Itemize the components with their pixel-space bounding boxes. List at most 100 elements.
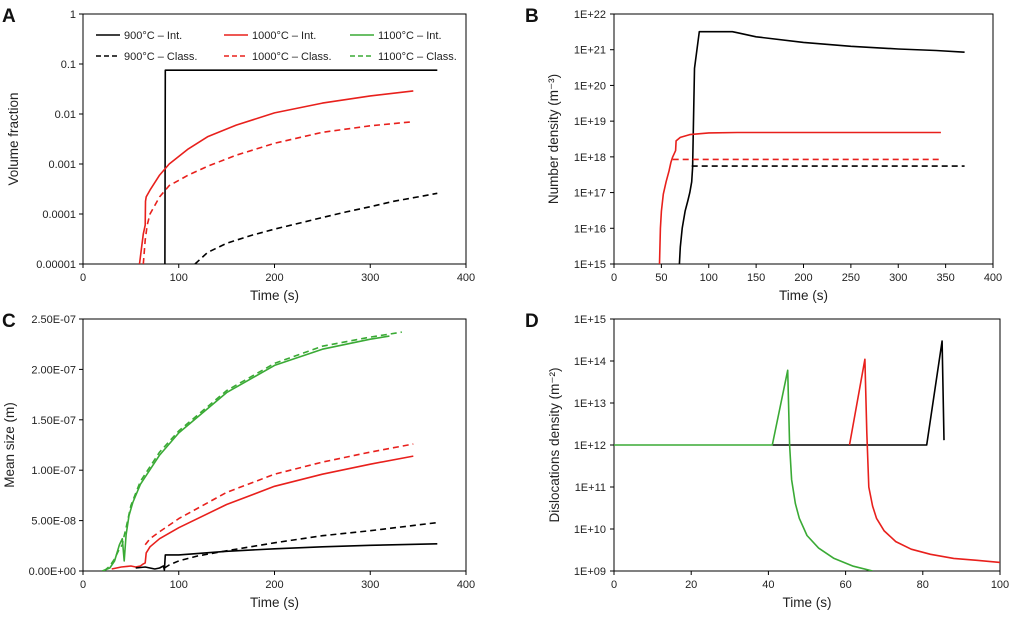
series-line-900-c-int	[135, 543, 438, 571]
x-axis-label: Time (s)	[250, 288, 299, 303]
y-tick-label: 1E+21	[574, 45, 606, 57]
y-tick-label: 1E+13	[574, 398, 606, 410]
y-tick-label: 5.00E-08	[31, 516, 76, 528]
x-tick-label: 200	[265, 272, 283, 284]
y-tick-label: 1E+16	[574, 223, 606, 235]
plot-frame	[613, 13, 994, 265]
x-tick-label: 0	[611, 272, 617, 284]
y-tick-label: 1E+19	[574, 116, 606, 128]
legend-entry: 900°C – Int.	[96, 30, 182, 42]
legend-label: 1100°C – Class.	[378, 51, 457, 63]
x-tick-label: 300	[361, 272, 379, 284]
x-tick-label: 100	[170, 579, 188, 591]
series-line-900-c-int	[678, 30, 965, 264]
legend-label: 900°C – Class.	[124, 51, 198, 63]
legend-entry: 1100°C – Int.	[350, 30, 442, 42]
x-tick-label: 350	[936, 272, 954, 284]
x-tick-label: 400	[984, 272, 1002, 284]
y-tick-label: 0.00001	[36, 259, 76, 271]
y-tick-label: 1.00E-07	[31, 465, 76, 477]
chart-number-density: 0 50 100 150 200 250 300 350 400 1E+15 1E+16 1E+17 1…	[546, 9, 1002, 303]
series-line-1000-c-class	[144, 443, 414, 546]
chart-dislocation-density: 0 20 40 60 80 100 1E+09 1E+10 1E+11 1E+12 1E+13 1E+…	[547, 314, 1009, 610]
y-tick-label: 1E+12	[574, 440, 606, 452]
panel-label-c: C	[2, 311, 16, 332]
y-axis-label: Mean size (m)	[2, 402, 17, 488]
legend-entry: 1000°C – Class.	[224, 51, 332, 63]
y-tick-label: 1E+22	[574, 9, 606, 21]
y-axis-label: Dislocations density (m⁻²)	[547, 368, 562, 523]
legend: 900°C – Int. 1000°C – Int. 1100°C – Int. 90…	[96, 30, 457, 63]
y-tick-label: 2.00E-07	[31, 364, 76, 376]
y-axis-label: Number density (m⁻³)	[546, 74, 561, 204]
y-tick-label: 1E+18	[574, 152, 606, 164]
x-axis-label: Time (s)	[783, 595, 832, 610]
series-line-900-c-class	[194, 192, 438, 264]
chart-volume-fraction: 0 100 200 300 400 0.00001 0.0001 0.001 0.01 0.1 1 T…	[6, 9, 475, 303]
x-tick-label: 400	[457, 579, 475, 591]
x-tick-label: 100	[991, 579, 1009, 591]
series-group	[101, 331, 438, 571]
series-line-1100-c-class	[103, 331, 402, 571]
series-line-1000-c-int	[111, 455, 414, 570]
x-tick-label: 0	[611, 579, 617, 591]
y-tick-label: 0.1	[61, 59, 76, 71]
series-group	[138, 69, 438, 264]
x-tick-label: 250	[842, 272, 860, 284]
x-tick-label: 80	[917, 579, 929, 591]
y-tick-label: 0.01	[55, 109, 76, 121]
y-tick-label: 1	[70, 9, 76, 21]
y-tick-label: 1.50E-07	[31, 415, 76, 427]
legend-label: 1100°C – Int.	[378, 30, 442, 42]
x-tick-label: 40	[762, 579, 774, 591]
series-group	[614, 340, 1000, 571]
y-tick-label: 1E+17	[574, 188, 606, 200]
series-group	[658, 30, 965, 264]
x-tick-label: 400	[457, 272, 475, 284]
y-tick-label: 1E+15	[574, 259, 606, 271]
x-tick-label: 100	[700, 272, 718, 284]
series-line-900-c-int	[164, 69, 438, 264]
x-axis-label: Time (s)	[250, 595, 299, 610]
legend-label: 900°C – Int.	[124, 30, 182, 42]
y-tick-label: 1E+11	[575, 482, 606, 494]
y-tick-label: 1E+20	[574, 80, 606, 92]
series-line-1100-c-int	[614, 369, 873, 571]
legend-entry: 1100°C – Class.	[350, 51, 457, 63]
chart-mean-size: 0 100 200 300 400 0.00E+00 5.00E-08 1.00E-07 1.5…	[2, 314, 475, 610]
legend-entry: 1000°C – Int.	[224, 30, 316, 42]
y-tick-label: 1E+09	[574, 566, 606, 578]
legend-entry: 900°C – Class.	[96, 51, 198, 63]
x-tick-label: 200	[794, 272, 812, 284]
y-axis-label: Volume fraction	[6, 92, 21, 185]
legend-label: 1000°C – Int.	[252, 30, 316, 42]
y-tick-label: 1E+10	[574, 524, 606, 536]
y-tick-label: 0.001	[48, 159, 76, 171]
series-line-1100-c-int	[101, 335, 390, 571]
x-tick-label: 20	[685, 579, 697, 591]
panel-label-a: A	[2, 6, 16, 27]
series-line-1000-c-int	[138, 90, 414, 264]
panel-label-b: B	[525, 6, 539, 27]
x-tick-label: 60	[839, 579, 851, 591]
x-tick-label: 0	[80, 579, 86, 591]
panel-label-d: D	[525, 311, 539, 332]
x-tick-label: 200	[265, 579, 283, 591]
series-line-1000-c-int	[658, 131, 941, 264]
x-tick-label: 100	[170, 272, 188, 284]
y-tick-label: 1E+15	[574, 314, 606, 326]
legend-label: 1000°C – Class.	[252, 51, 332, 63]
x-tick-label: 50	[655, 272, 667, 284]
y-tick-label: 2.50E-07	[31, 314, 76, 326]
y-tick-label: 0.00E+00	[29, 566, 76, 578]
x-tick-label: 150	[747, 272, 765, 284]
x-tick-label: 300	[361, 579, 379, 591]
series-line-1000-c-class	[142, 120, 414, 264]
x-axis-label: Time (s)	[779, 288, 828, 303]
series-line-1000-c-int	[848, 358, 1000, 564]
y-tick-label: 1E+14	[574, 356, 606, 368]
x-tick-label: 0	[80, 272, 86, 284]
x-tick-label: 300	[889, 272, 907, 284]
y-tick-label: 0.0001	[42, 209, 76, 221]
